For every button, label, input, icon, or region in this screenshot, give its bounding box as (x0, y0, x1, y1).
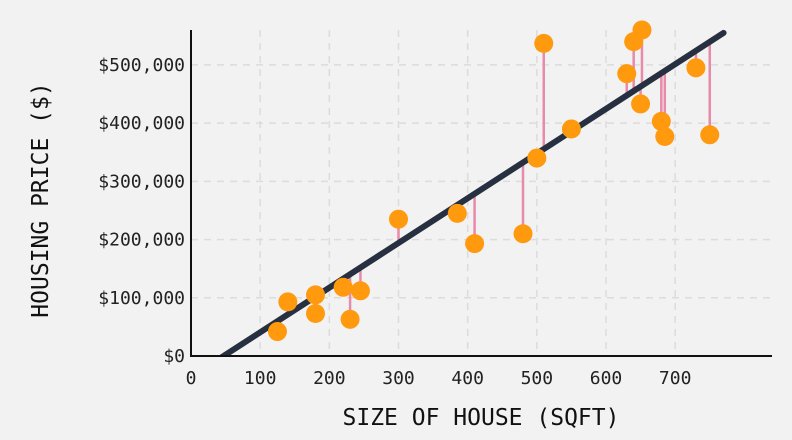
x-tick-label-0: 0 (186, 368, 197, 389)
data-point-9 (465, 234, 485, 254)
data-point-11 (527, 148, 547, 168)
points-layer (267, 20, 720, 342)
x-tick-label-6: 600 (590, 368, 623, 389)
data-point-21 (700, 125, 720, 145)
y-tick-label-0: $0 (163, 346, 185, 367)
x-tick-label-7: 700 (659, 368, 692, 389)
data-point-20 (686, 58, 706, 78)
x-tick-label-5: 500 (521, 368, 554, 389)
x-axis-title: SIZE OF HOUSE (SQFT) (343, 405, 620, 431)
y-tick-label-1: $100,000 (98, 288, 185, 309)
data-point-14 (617, 64, 637, 84)
axis-layer (190, 30, 772, 357)
data-point-16 (631, 94, 651, 114)
data-point-1 (278, 292, 298, 312)
data-point-5 (340, 309, 360, 329)
data-point-12 (534, 33, 554, 53)
data-point-0 (267, 322, 287, 342)
data-point-18 (651, 111, 671, 131)
data-point-2 (306, 285, 325, 305)
tick-label-layer: 0 100 200 300 400 500 600 700 $0 $100,000 $200,000… (98, 55, 691, 389)
data-point-13 (561, 119, 581, 139)
data-point-4 (333, 277, 353, 297)
x-tick-label-4: 400 (451, 368, 484, 389)
x-tick-label-2: 200 (313, 368, 346, 389)
grid-layer (190, 30, 772, 357)
y-axis-title: HOUSING PRICE ($) (28, 82, 54, 317)
y-tick-label-2: $200,000 (98, 230, 185, 251)
x-tick-label-3: 300 (382, 368, 415, 389)
y-tick-label-3: $300,000 (98, 171, 185, 192)
data-point-8 (447, 203, 467, 223)
y-tick-label-5: $500,000 (98, 55, 185, 76)
data-point-6 (350, 281, 370, 301)
y-tick-label-4: $400,000 (98, 113, 185, 134)
data-point-7 (389, 209, 408, 229)
data-point-17 (632, 20, 652, 40)
data-point-10 (513, 224, 533, 244)
x-tick-label-1: 100 (244, 368, 277, 389)
data-point-19 (655, 127, 675, 147)
data-point-3 (306, 304, 325, 324)
